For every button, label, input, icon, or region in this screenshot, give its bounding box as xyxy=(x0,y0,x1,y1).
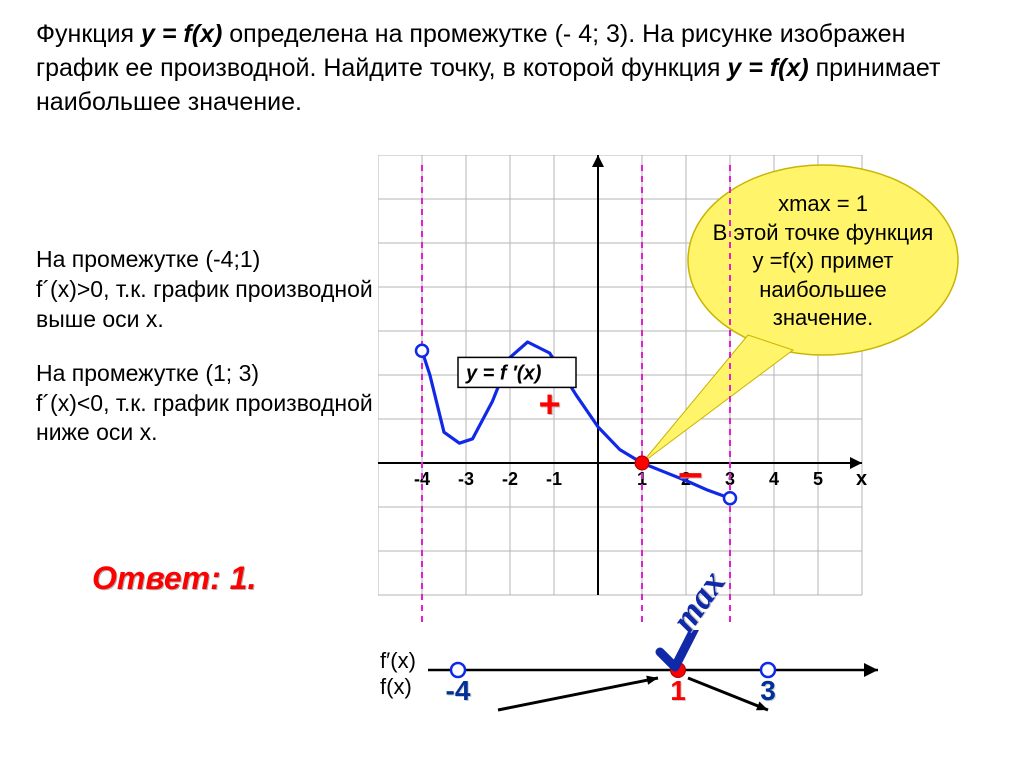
numberline-svg: -4 1 3 xyxy=(378,630,998,740)
svg-text:3: 3 xyxy=(760,675,776,706)
callout-l1: xmax = 1 xyxy=(778,191,868,216)
callout-l3: y =f(x) примет наибольшее значение. xyxy=(753,248,894,330)
problem-text-a: Функция xyxy=(36,20,141,48)
explain-p2b: f´(x)<0, т.к. график производной ниже ос… xyxy=(36,390,373,446)
callout-bubble-text: xmax = 1 В этой точке функция y =f(x) пр… xyxy=(708,190,938,333)
svg-text:-2: -2 xyxy=(502,469,518,489)
callout-l2: В этой точке функция xyxy=(713,220,934,245)
explain-p2a: На промежутке (1; 3) xyxy=(36,360,259,386)
problem-statement: Функция y = f(x) определена на промежутк… xyxy=(36,18,956,119)
svg-text:y = f ′(x): y = f ′(x) xyxy=(465,362,542,384)
svg-text:4: 4 xyxy=(769,469,779,489)
sign-number-line: -413 f′(x) f(x) max xyxy=(378,630,998,730)
explain-p1b: f´(x)>0, т.к. график производной выше ос… xyxy=(36,276,373,332)
svg-text:1: 1 xyxy=(670,675,686,706)
svg-text:5: 5 xyxy=(813,469,823,489)
numberline-top-label: f′(x) xyxy=(380,648,416,674)
problem-fx-1: y = f(x) xyxy=(141,20,222,48)
numberline-bottom-label: f(x) xyxy=(380,674,412,700)
svg-text:–: – xyxy=(678,448,702,497)
derivative-chart: -4-3-2-112345x+–y = f ′(x) xmax = 1 В эт… xyxy=(378,155,996,625)
svg-text:-4: -4 xyxy=(446,675,471,706)
svg-text:-3: -3 xyxy=(458,469,474,489)
answer-label: Ответ: 1. xyxy=(92,560,256,597)
svg-text:x: x xyxy=(856,468,867,490)
explain-p1a: На промежутке (-4;1) xyxy=(36,246,260,272)
explanation-block: На промежутке (-4;1) f´(x)>0, т.к. графи… xyxy=(36,245,386,472)
svg-text:+: + xyxy=(538,384,560,426)
problem-fx-2: y = f(x) xyxy=(727,54,808,82)
svg-text:-1: -1 xyxy=(546,469,562,489)
